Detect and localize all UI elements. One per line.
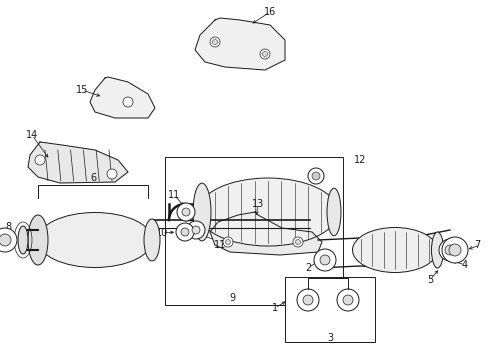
Text: 12: 12 xyxy=(353,155,366,165)
Circle shape xyxy=(303,295,312,305)
Text: 6: 6 xyxy=(90,173,96,183)
Text: 4: 4 xyxy=(461,260,467,270)
Text: 8: 8 xyxy=(5,222,11,232)
Circle shape xyxy=(262,51,267,57)
Circle shape xyxy=(292,237,303,247)
Circle shape xyxy=(177,203,195,221)
Circle shape xyxy=(448,244,460,256)
Ellipse shape xyxy=(18,226,28,254)
Text: 11: 11 xyxy=(167,190,180,200)
Text: 2: 2 xyxy=(304,263,310,273)
Circle shape xyxy=(296,289,318,311)
Text: 5: 5 xyxy=(426,275,432,285)
Circle shape xyxy=(444,245,454,255)
Circle shape xyxy=(192,226,200,234)
Polygon shape xyxy=(28,142,128,183)
Ellipse shape xyxy=(193,183,210,241)
Circle shape xyxy=(181,228,189,236)
Circle shape xyxy=(441,237,467,263)
Bar xyxy=(164,157,342,305)
Polygon shape xyxy=(195,18,285,70)
Circle shape xyxy=(0,228,17,252)
Text: 13: 13 xyxy=(251,199,264,209)
Text: 15: 15 xyxy=(76,85,88,95)
Circle shape xyxy=(35,155,45,165)
Circle shape xyxy=(342,295,352,305)
Circle shape xyxy=(123,97,133,107)
Circle shape xyxy=(176,223,194,241)
Circle shape xyxy=(0,234,11,246)
Circle shape xyxy=(260,49,269,59)
Circle shape xyxy=(336,289,358,311)
Circle shape xyxy=(107,169,117,179)
Text: 11: 11 xyxy=(213,240,225,250)
Circle shape xyxy=(225,239,230,244)
Ellipse shape xyxy=(198,178,337,246)
Circle shape xyxy=(311,172,319,180)
Ellipse shape xyxy=(352,228,437,273)
Circle shape xyxy=(212,40,217,45)
Circle shape xyxy=(182,208,190,216)
Ellipse shape xyxy=(28,215,48,265)
Text: 1: 1 xyxy=(271,303,278,313)
Circle shape xyxy=(319,255,329,265)
Text: 10: 10 xyxy=(156,228,168,238)
Circle shape xyxy=(313,249,335,271)
Circle shape xyxy=(438,239,460,261)
Text: 16: 16 xyxy=(264,7,276,17)
Ellipse shape xyxy=(38,212,152,267)
Ellipse shape xyxy=(430,232,443,268)
Text: 14: 14 xyxy=(26,130,38,140)
Circle shape xyxy=(307,168,324,184)
Circle shape xyxy=(186,221,204,239)
Circle shape xyxy=(295,239,300,244)
Circle shape xyxy=(209,37,220,47)
Circle shape xyxy=(223,237,232,247)
Ellipse shape xyxy=(326,188,340,236)
Bar xyxy=(285,277,374,342)
Text: 7: 7 xyxy=(473,240,479,250)
Text: 9: 9 xyxy=(228,293,235,303)
Text: 3: 3 xyxy=(326,333,332,343)
Polygon shape xyxy=(90,77,155,118)
Ellipse shape xyxy=(143,219,160,261)
Polygon shape xyxy=(209,212,321,255)
